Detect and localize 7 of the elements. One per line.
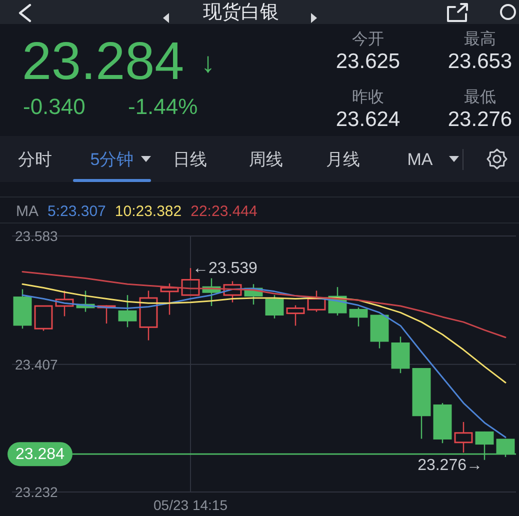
ytick: 23.407 [15, 356, 58, 372]
legend: MA 5:23.307 10:23.382 22:23.444 [16, 202, 258, 220]
ytick: 23.583 [15, 228, 58, 244]
ytick: 23.232 [15, 484, 58, 500]
title: 现货白银 [203, 2, 279, 22]
ref-line-label: 23.284 [16, 446, 65, 463]
xtick: 05/23 14:15 [154, 497, 228, 513]
